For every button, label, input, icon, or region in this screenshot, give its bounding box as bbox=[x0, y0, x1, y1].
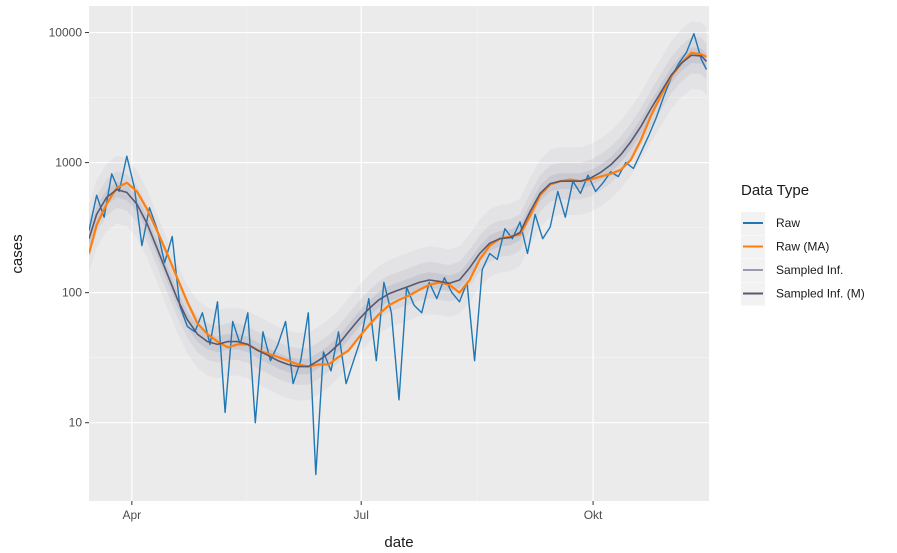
y-axis-title: cases bbox=[9, 234, 26, 273]
legend-label-4: Sampled Inf. (M) bbox=[776, 287, 865, 301]
legend: Data Type Raw Raw (MA) Sampled Inf. Sampled… bbox=[741, 182, 865, 306]
legend-title: Data Type bbox=[741, 182, 809, 199]
x-tick-label: Okt bbox=[584, 508, 603, 522]
y-tick-label: 10 bbox=[69, 416, 83, 430]
legend-label-3: Sampled Inf. bbox=[776, 263, 843, 277]
legend-label-2: Raw (MA) bbox=[776, 240, 829, 254]
series-sampled-inf-m-line bbox=[89, 54, 708, 368]
x-axis-title: date bbox=[384, 534, 413, 551]
y-axis: 10 100 1000 10000 bbox=[49, 26, 89, 430]
legend-label-1: Raw bbox=[776, 216, 800, 230]
y-tick-label: 100 bbox=[62, 286, 82, 300]
major-gridlines bbox=[89, 6, 709, 501]
x-tick-label: Jul bbox=[354, 508, 369, 522]
y-tick-label: 1000 bbox=[55, 156, 82, 170]
series-raw-line bbox=[89, 33, 708, 476]
x-tick-label: Apr bbox=[123, 508, 142, 522]
plot-panel bbox=[89, 6, 709, 501]
series-layer bbox=[89, 21, 708, 476]
y-tick-label: 10000 bbox=[49, 26, 83, 40]
sampled-inf-band-1 bbox=[89, 21, 707, 401]
minor-gridlines bbox=[89, 6, 709, 501]
series-raw-ma-line bbox=[89, 51, 707, 368]
x-axis: Apr Jul Okt bbox=[123, 501, 603, 522]
